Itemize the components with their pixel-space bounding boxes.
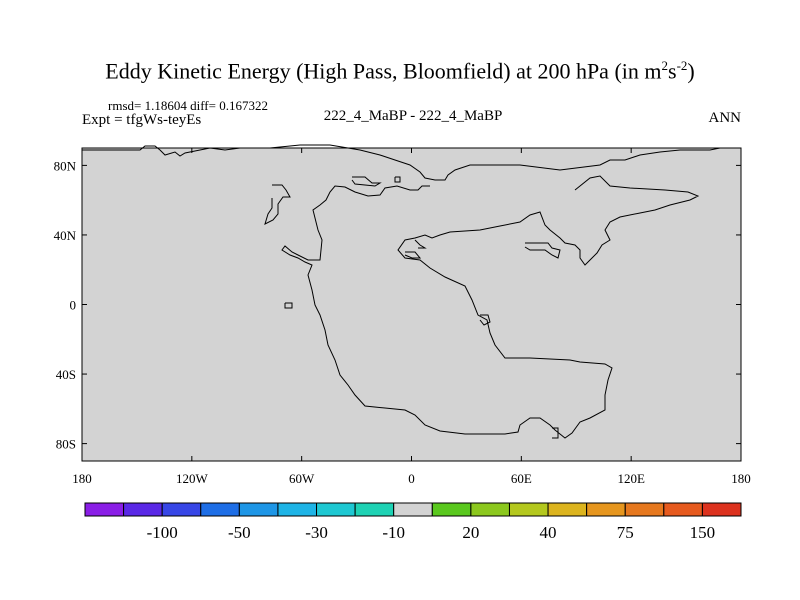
colorbar-swatch xyxy=(277,502,318,517)
lon-tick-label: 60E xyxy=(511,471,532,486)
arctic-island-1 xyxy=(351,176,382,187)
arctic-island-2 xyxy=(394,176,401,183)
island-west xyxy=(284,302,293,309)
lon-tick-label: 0 xyxy=(408,471,415,486)
colorbar-label: 150 xyxy=(690,523,716,542)
plot-title: Eddy Kinetic Energy (High Pass, Bloomfie… xyxy=(105,58,695,84)
colorbar-swatch xyxy=(701,502,742,517)
colorbar-swatch xyxy=(547,502,588,517)
mediterranean-coastline xyxy=(414,239,427,249)
colorbar-label: -100 xyxy=(147,523,178,542)
lon-tick-label: 180 xyxy=(731,471,751,486)
longitude-axis: 180 120W 60W 0 60E 120E 180 xyxy=(72,148,751,486)
colorbar-swatch xyxy=(470,502,510,517)
uk-coastline xyxy=(404,251,422,259)
colorbar-swatch xyxy=(354,502,395,517)
colorbar-swatch xyxy=(84,502,125,517)
lat-tick-label: 0 xyxy=(70,298,77,313)
lat-tick-label: 80N xyxy=(54,158,77,173)
rmsd-diff-stats: rmsd= 1.18604 diff= 0.167322 xyxy=(108,98,268,113)
season-label: ANN xyxy=(708,110,742,126)
colorbar-label: -50 xyxy=(228,523,251,542)
madagascar-coastline xyxy=(479,314,491,326)
lon-tick-label: 180 xyxy=(72,471,92,486)
experiment-label: Expt = tfgWs-teyEs xyxy=(82,112,202,128)
lon-tick-label: 60W xyxy=(289,471,315,486)
colorbar-swatch xyxy=(431,502,472,517)
lat-tick-label: 40S xyxy=(56,367,76,382)
colorbar-label: 40 xyxy=(540,523,557,542)
south-tip xyxy=(552,427,559,439)
lat-tick-label: 40N xyxy=(54,228,77,243)
colorbar-swatch xyxy=(586,502,626,517)
colorbar-swatch xyxy=(393,502,433,517)
colorbar-label: -10 xyxy=(382,523,405,542)
colorbar-label: -30 xyxy=(305,523,328,542)
greenland-coastline xyxy=(264,184,291,225)
latitude-axis: 80N 40N 0 40S 80S xyxy=(54,158,741,452)
colorbar-swatch xyxy=(508,502,549,517)
map-area xyxy=(81,147,742,462)
comparison-label: 222_4_MaBP - 222_4_MaBP xyxy=(323,108,503,124)
colorbar-swatch xyxy=(161,502,202,517)
lon-tick-label: 120E xyxy=(617,471,645,486)
colorbar-swatch xyxy=(316,502,356,517)
colorbar-swatch xyxy=(123,502,163,517)
colorbar-swatch xyxy=(624,502,665,517)
colorbar-label: 75 xyxy=(617,523,634,542)
colorbar-swatch xyxy=(663,502,703,517)
japan-coastline xyxy=(524,242,561,259)
colorbar-swatch xyxy=(200,502,240,517)
colorbar-swatch xyxy=(238,502,279,517)
eurasia-coastline xyxy=(281,175,700,439)
lon-tick-label: 120W xyxy=(176,471,209,486)
colorbar: -100 -50 -30 -10 20 40 75 150 xyxy=(84,502,742,542)
coastlines xyxy=(82,144,741,439)
colorbar-label: 20 xyxy=(462,523,479,542)
lat-tick-label: 80S xyxy=(56,437,76,452)
arctic-coastline xyxy=(82,144,741,181)
